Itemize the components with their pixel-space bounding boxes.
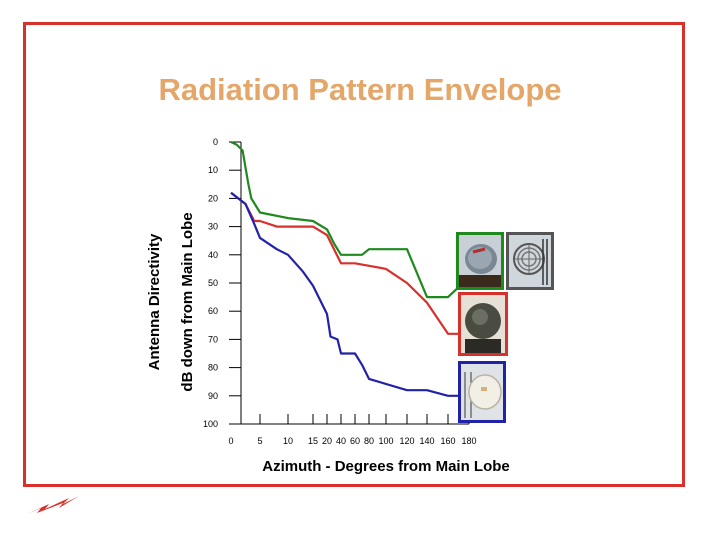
y-tick-label: 30 bbox=[208, 222, 218, 232]
series-lines bbox=[230, 141, 470, 397]
y-axis-title-line2: dB down from Main Lobe bbox=[179, 212, 196, 391]
shrouded-dish-icon bbox=[461, 295, 505, 353]
x-axis-title: Azimuth - Degrees from Main Lobe bbox=[262, 458, 510, 475]
series-line-2 bbox=[230, 191, 469, 397]
dish-icon bbox=[459, 235, 501, 287]
x-tick-label: 10 bbox=[283, 436, 293, 446]
y-tick-label: 100 bbox=[203, 419, 218, 429]
standard-dish-photo bbox=[456, 232, 504, 290]
x-tick-label: 180 bbox=[461, 436, 476, 446]
y-tick-label: 10 bbox=[208, 165, 218, 175]
y-tick-label: 70 bbox=[208, 334, 218, 344]
radome-dish-icon bbox=[461, 364, 503, 420]
x-tick-label: 100 bbox=[378, 436, 393, 446]
high-performance-dish-photo bbox=[458, 292, 508, 356]
y-tick-label: 80 bbox=[208, 363, 218, 373]
grid-dish-photo bbox=[506, 232, 554, 290]
x-tick-label: 80 bbox=[364, 436, 374, 446]
y-tick-label: 0 bbox=[213, 137, 218, 147]
x-axis: 0 5 10 15 20 40 60 80 100 120 140 160 180 bbox=[228, 414, 477, 446]
y-tick-label: 90 bbox=[208, 391, 218, 401]
lightning-bolt-logo bbox=[27, 496, 79, 514]
x-tick-label: 40 bbox=[336, 436, 346, 446]
y-tick-label: 20 bbox=[208, 193, 218, 203]
y-tick-label: 50 bbox=[208, 278, 218, 288]
grid-antenna-icon bbox=[509, 235, 551, 287]
y-tick-label: 40 bbox=[208, 250, 218, 260]
x-tick-label: 140 bbox=[419, 436, 434, 446]
x-tick-label: 0 bbox=[228, 436, 233, 446]
y-tick-label: 60 bbox=[208, 306, 218, 316]
series-line-1 bbox=[230, 191, 469, 335]
x-tick-label: 5 bbox=[257, 436, 262, 446]
x-tick-label: 20 bbox=[322, 436, 332, 446]
slide-frame bbox=[23, 22, 685, 487]
y-axis-title-line1: Antenna Directivity bbox=[146, 233, 163, 370]
x-tick-label: 60 bbox=[350, 436, 360, 446]
ultra-high-performance-dish-photo bbox=[458, 361, 506, 423]
x-tick-label: 120 bbox=[399, 436, 414, 446]
x-tick-label: 160 bbox=[440, 436, 455, 446]
y-axis: 0 10 20 30 40 50 60 70 80 90 100 bbox=[203, 137, 242, 429]
lightning-bolt-icon bbox=[27, 496, 79, 514]
series-line-0 bbox=[230, 141, 470, 299]
x-tick-label: 15 bbox=[308, 436, 318, 446]
slide-title: Radiation Pattern Envelope bbox=[158, 72, 562, 107]
